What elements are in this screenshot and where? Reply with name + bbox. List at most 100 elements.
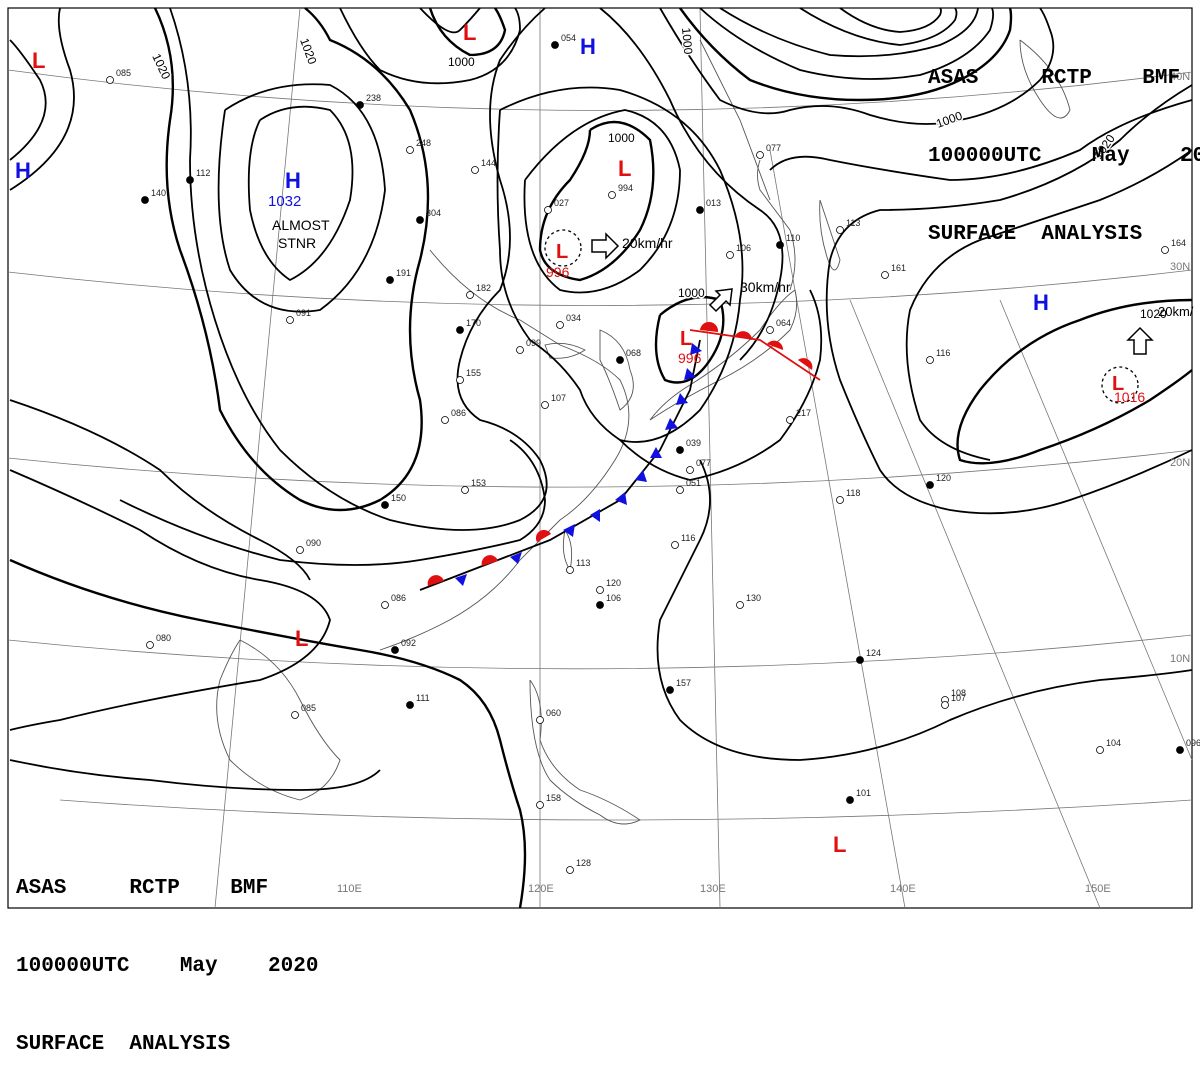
station-markers [106, 41, 1184, 874]
station-marker [106, 76, 114, 84]
isobar [9, 558, 527, 909]
isobar [719, 7, 979, 58]
station-marker [666, 686, 674, 694]
warm-front-semicircles [427, 321, 813, 586]
header-line: 100000UTC May 2020 [928, 145, 1200, 168]
station-marker [686, 466, 694, 474]
latitude-line-0 [59, 799, 1193, 821]
station-value: 140 [151, 188, 166, 198]
low-center-ring [544, 229, 582, 267]
station-value: 111 [416, 693, 430, 703]
station-value: 060 [546, 708, 561, 718]
motion-speed-label: 20km/hr [622, 235, 673, 251]
philippines [529, 679, 641, 825]
station-value: 106 [736, 243, 751, 253]
coastlines [216, 39, 1071, 825]
stationary-front [419, 321, 821, 591]
russia-coast [699, 39, 771, 201]
isobar [217, 83, 386, 313]
lat-label: 30N [1170, 261, 1190, 273]
station-marker [671, 541, 679, 549]
footer-line: ASAS RCTP BMF [16, 877, 269, 900]
lat-label: 40N [1170, 71, 1190, 83]
station-value: 104 [1106, 738, 1121, 748]
low-center-ring [1101, 366, 1139, 404]
station-value: 091 [296, 308, 311, 318]
station-marker [856, 656, 864, 664]
station-value: 064 [776, 318, 791, 328]
isobar [619, 289, 823, 481]
station-value: 090 [306, 538, 321, 548]
low-pressure-symbol: L [556, 241, 568, 263]
isobar [523, 109, 681, 294]
station-marker [836, 226, 844, 234]
station-value: 086 [451, 408, 466, 418]
station-value: 124 [866, 648, 881, 658]
arrow-icon [591, 232, 620, 260]
station-marker [786, 416, 794, 424]
shandong [544, 342, 586, 359]
station-value: 112 [196, 168, 210, 178]
isobar [654, 296, 725, 384]
station-marker [556, 321, 564, 329]
latitude-line-40n [7, 69, 1193, 111]
station-value: 107 [951, 693, 966, 703]
isobar [9, 39, 47, 161]
station-marker [926, 481, 934, 489]
station-marker [541, 401, 549, 409]
isobar [9, 7, 75, 191]
station-value: 080 [156, 633, 171, 643]
longitude-line-160e [999, 299, 1193, 761]
low-pressure-symbol: L [680, 328, 692, 350]
station-value: 054 [561, 33, 576, 43]
low-pressure-symbol: L [32, 48, 45, 73]
low-pressure-symbol: L [1112, 373, 1124, 395]
high-pressure-value: 1032 [268, 193, 301, 210]
station-marker [291, 711, 299, 719]
station-marker [416, 216, 424, 224]
station-value: 110 [786, 233, 800, 243]
china-coast [379, 249, 630, 651]
isobar [9, 469, 331, 731]
station-marker [456, 326, 464, 334]
low-pressure-value: 996 [678, 350, 702, 366]
low-pressure-symbol: L [295, 626, 308, 651]
station-marker [766, 326, 774, 334]
station-marker [516, 346, 524, 354]
station-value: 128 [576, 858, 591, 868]
station-value: 164 [1171, 238, 1186, 248]
header-line: ASAS RCTP BMF [928, 67, 1181, 90]
station-value: 096 [1186, 738, 1200, 748]
station-value: 118 [846, 488, 860, 498]
japan-kyushu-honshu [649, 289, 798, 421]
station-value: 161 [891, 263, 906, 273]
kamchatka [1019, 39, 1071, 119]
station-value: 157 [676, 678, 691, 688]
station-value: 085 [301, 703, 316, 713]
station-value: 994 [618, 183, 633, 193]
station-value: 068 [626, 348, 641, 358]
isobar-label: 1020 [1140, 307, 1167, 321]
station-marker [926, 356, 934, 364]
station-marker [1176, 746, 1184, 754]
almost-stationary-note: STNR [278, 235, 316, 251]
isobar [956, 298, 1193, 465]
low-pressure-symbol: L [463, 20, 476, 45]
isobar-label: 1000 [679, 27, 695, 55]
center-circles [544, 229, 1139, 404]
warm-front-line [689, 329, 821, 381]
station-value: 170 [466, 318, 481, 328]
station-value: 116 [681, 533, 695, 543]
station-marker [726, 251, 734, 259]
isobar [699, 7, 995, 80]
station-marker [1161, 246, 1169, 254]
station-marker [756, 151, 764, 159]
isobar [339, 7, 521, 85]
latitude-line-20n [7, 449, 1193, 488]
isobar [9, 399, 311, 581]
station-marker [596, 601, 604, 609]
station-marker [736, 601, 744, 609]
station-marker [536, 716, 544, 724]
lon-label: 120E [528, 883, 554, 895]
station-marker [846, 796, 854, 804]
